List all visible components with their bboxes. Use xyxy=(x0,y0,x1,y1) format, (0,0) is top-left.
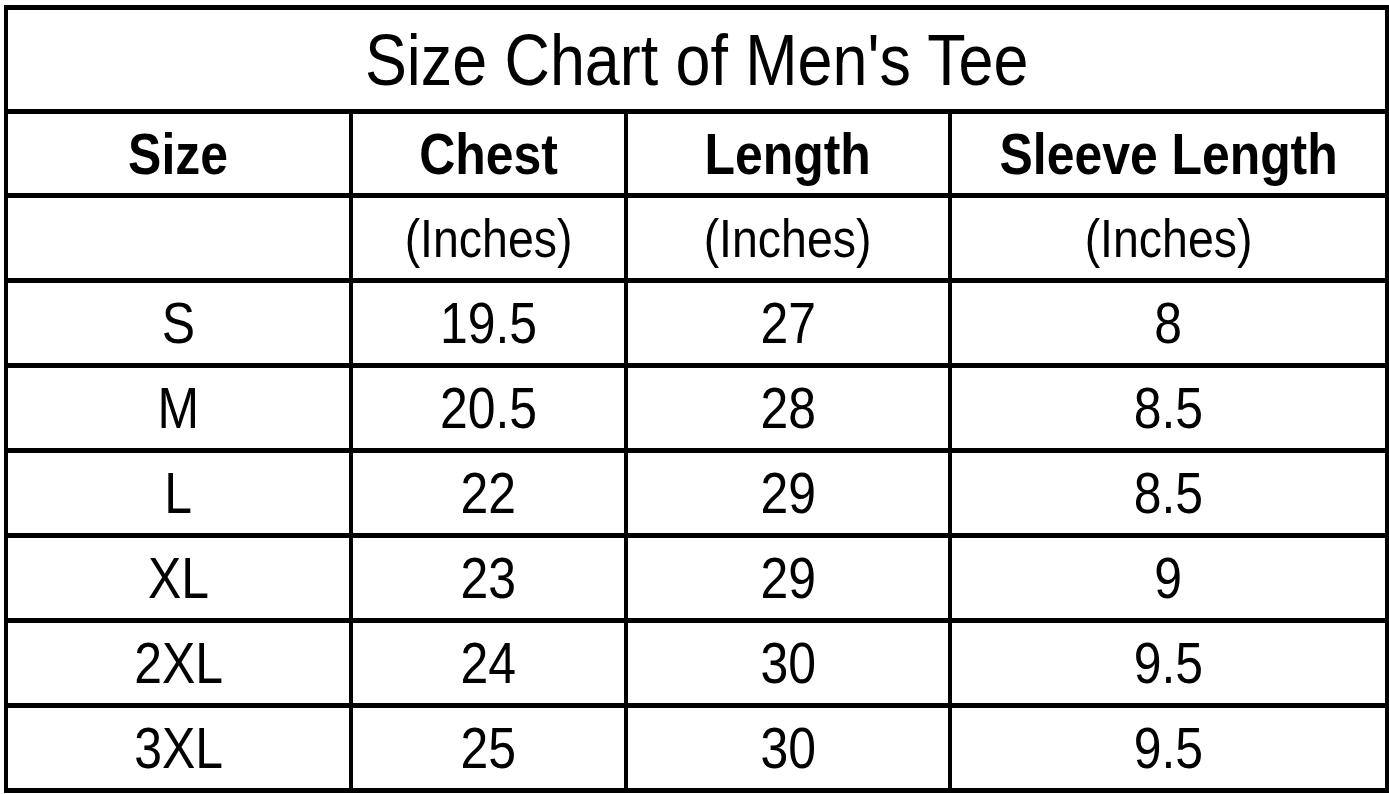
sleeve-cell: 8.5 xyxy=(950,451,1387,536)
header-cell-length: Length xyxy=(626,112,950,196)
length-cell: 30 xyxy=(626,621,950,706)
units-cell-empty xyxy=(6,196,351,281)
length-value: 30 xyxy=(760,719,815,777)
units-label-length: (Inches) xyxy=(704,211,872,265)
length-cell: 28 xyxy=(626,366,950,451)
chest-value: 23 xyxy=(461,549,516,607)
table-row-s: S 19.5 27 8 xyxy=(6,281,1387,366)
units-cell-length: (Inches) xyxy=(626,196,950,281)
chest-cell: 24 xyxy=(351,621,626,706)
sleeve-value: 9.5 xyxy=(1134,634,1203,692)
sleeve-cell: 8.5 xyxy=(950,366,1387,451)
units-cell-sleeve-length: (Inches) xyxy=(950,196,1387,281)
sleeve-value: 8 xyxy=(1155,294,1183,352)
length-value: 30 xyxy=(760,634,815,692)
chest-value: 19.5 xyxy=(440,294,537,352)
chest-cell: 25 xyxy=(351,706,626,791)
units-cell-chest: (Inches) xyxy=(351,196,626,281)
length-cell: 30 xyxy=(626,706,950,791)
size-cell: M xyxy=(6,366,351,451)
size-cell: 2XL xyxy=(6,621,351,706)
units-label-chest: (Inches) xyxy=(405,211,573,265)
table-title-cell: Size Chart of Men's Tee xyxy=(6,8,1387,112)
sleeve-cell: 9 xyxy=(950,536,1387,621)
length-cell: 27 xyxy=(626,281,950,366)
table-row-m: M 20.5 28 8.5 xyxy=(6,366,1387,451)
table-title: Size Chart of Men's Tee xyxy=(365,23,1028,96)
size-cell: 3XL xyxy=(6,706,351,791)
units-label-sleeve-length: (Inches) xyxy=(1085,211,1253,265)
chest-cell: 20.5 xyxy=(351,366,626,451)
size-cell: L xyxy=(6,451,351,536)
chest-cell: 22 xyxy=(351,451,626,536)
length-value: 29 xyxy=(760,464,815,522)
length-value: 28 xyxy=(760,379,815,437)
table-row-xl: XL 23 29 9 xyxy=(6,536,1387,621)
units-row: (Inches) (Inches) (Inches) xyxy=(6,196,1387,281)
chest-cell: 23 xyxy=(351,536,626,621)
size-label: M xyxy=(158,379,200,437)
column-header-sleeve-length: Sleeve Length xyxy=(999,125,1337,183)
chest-value: 24 xyxy=(461,634,516,692)
table-row-l: L 22 29 8.5 xyxy=(6,451,1387,536)
table-row-2xl: 2XL 24 30 9.5 xyxy=(6,621,1387,706)
length-cell: 29 xyxy=(626,536,950,621)
size-cell: XL xyxy=(6,536,351,621)
size-cell: S xyxy=(6,281,351,366)
header-cell-sleeve-length: Sleeve Length xyxy=(950,112,1387,196)
length-value: 27 xyxy=(760,294,815,352)
sleeve-cell: 9.5 xyxy=(950,706,1387,791)
sleeve-value: 9 xyxy=(1155,549,1183,607)
size-label: 3XL xyxy=(134,719,223,777)
size-label: S xyxy=(162,294,195,352)
sleeve-cell: 8 xyxy=(950,281,1387,366)
size-label: 2XL xyxy=(134,634,223,692)
column-header-size: Size xyxy=(129,125,229,183)
header-cell-chest: Chest xyxy=(351,112,626,196)
chest-value: 20.5 xyxy=(440,379,537,437)
chest-value: 22 xyxy=(461,464,516,522)
chest-value: 25 xyxy=(461,719,516,777)
table-row-3xl: 3XL 25 30 9.5 xyxy=(6,706,1387,791)
size-chart-table: Size Chart of Men's Tee Size Chest Lengt… xyxy=(4,5,1389,793)
header-row: Size Chest Length Sleeve Length xyxy=(6,112,1387,196)
sleeve-value: 9.5 xyxy=(1134,719,1203,777)
size-label: L xyxy=(165,464,193,522)
sleeve-value: 8.5 xyxy=(1134,464,1203,522)
sleeve-cell: 9.5 xyxy=(950,621,1387,706)
sleeve-value: 8.5 xyxy=(1134,379,1203,437)
size-label: XL xyxy=(148,549,209,607)
chest-cell: 19.5 xyxy=(351,281,626,366)
header-cell-size: Size xyxy=(6,112,351,196)
column-header-length: Length xyxy=(705,125,871,183)
title-row: Size Chart of Men's Tee xyxy=(6,8,1387,112)
column-header-chest: Chest xyxy=(419,125,558,183)
length-cell: 29 xyxy=(626,451,950,536)
length-value: 29 xyxy=(760,549,815,607)
